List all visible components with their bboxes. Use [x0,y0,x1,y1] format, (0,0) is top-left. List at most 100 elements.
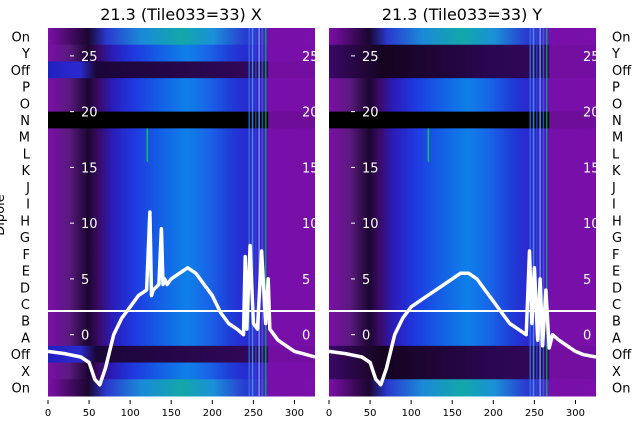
row-label-right: H [612,214,622,229]
row-label-right: I [612,198,616,213]
vertical-stripe [264,28,267,396]
heatmap-row [329,44,596,62]
overlay-tick-label-right: 5 [302,273,310,288]
overlay-tick-label: 15 [81,161,98,176]
heatmap-row [48,345,315,364]
x-tick-label: 150 [162,408,181,419]
heatmap-row [329,178,596,196]
overlay-tick-label: 10 [81,217,98,232]
vertical-stripe [251,28,254,396]
left-panel-title: 21.3 (Tile033=33) X [100,5,262,24]
row-label-left: P [22,81,30,96]
x-tick-label: 200 [203,408,222,419]
heatmap-row [329,61,596,79]
row-label-left: Off [11,348,31,363]
x-tick-label: 50 [83,408,96,419]
heatmap-row [48,379,315,397]
y-axis-label: Dipole [0,194,8,235]
overlay-tick-label: 0 [362,329,370,344]
row-label-left: O [20,97,30,112]
heatmap-row [48,178,315,196]
row-label-left: N [20,114,30,129]
row-label-left: I [26,198,30,213]
row-label-left: D [20,281,30,296]
heatmap-row [329,312,596,330]
green-stripe [146,128,149,162]
row-label-right: G [612,231,622,246]
overlay-tick-label: 5 [81,273,89,288]
row-label-left: A [21,331,30,346]
heatmap-row [329,379,596,397]
right-vertical-stripes [427,28,596,396]
overlay-tick-label: 20 [81,106,98,121]
overlay-tick-label: 25 [81,50,98,65]
row-label-left: X [21,365,30,380]
right-white-trace [328,249,597,387]
vertical-stripe [258,28,260,396]
left-x-axis: 0 50 100 150 200 250 300 [45,400,304,419]
heatmap-row [48,145,315,163]
vertical-stripe [261,28,264,396]
row-label-right: Off [612,64,632,79]
heatmap-row [48,94,315,113]
overlay-tick-label-right: 15 [583,161,600,176]
heatmap-row [329,228,596,246]
vertical-stripe [536,28,538,396]
heatmap-row [329,212,596,230]
overlay-tick-label-right: 25 [583,50,600,65]
x-tick-label: 100 [121,408,140,419]
row-label-left: M [19,131,30,146]
row-label-right: P [612,81,620,96]
heatmap-row [329,28,596,46]
row-label-right: Off [612,348,632,363]
heatmap-row [48,228,315,246]
overlay-tick-label-right: 15 [302,161,319,176]
overlay-tick-label: 10 [362,217,379,232]
left-white-trace [47,210,316,387]
x-tick-label: 150 [443,408,462,419]
x-tick-label: 250 [244,408,263,419]
right-overlay-ticks: 0 0 5 5 10 10 15 15 20 20 25 25 [351,50,600,344]
x-tick-label: 300 [566,408,585,419]
vertical-stripe [529,28,532,396]
heatmap-row [329,128,596,146]
vertical-stripe [248,28,251,396]
vertical-stripe [532,28,535,396]
row-label-right: B [612,315,621,330]
row-label-right: E [612,265,620,280]
row-label-right: J [611,181,616,196]
row-label-right: On [612,382,630,397]
overlay-tick-label-right: 20 [583,106,600,121]
row-label-right: Y [611,47,620,62]
heatmap-row [329,345,596,364]
heatmap-row [48,212,315,230]
row-label-right: D [612,281,622,296]
heatmap-row [48,78,315,96]
row-label-left: K [21,164,30,179]
overlay-tick-label-right: 10 [583,217,600,232]
row-label-left: E [22,265,30,280]
overlay-tick-label-right: 5 [583,273,591,288]
green-stripe [427,128,430,162]
overlay-tick-label-right: 10 [302,217,319,232]
heatmap-row [48,111,315,129]
overlay-tick-label-right: 0 [583,329,591,344]
row-label-right: K [612,164,621,179]
row-label-left: On [12,382,30,397]
x-tick-label: 50 [364,408,377,419]
row-label-left: G [20,231,30,246]
x-tick-label: 100 [402,408,421,419]
overlay-tick-label: 25 [362,50,379,65]
heatmap-row [48,195,315,213]
vertical-stripe [539,28,541,396]
left-heatmap-rows [48,28,315,397]
overlay-tick-label: 0 [81,329,89,344]
heatmap-row [329,362,596,380]
row-label-left: J [25,181,30,196]
x-tick-label: 200 [484,408,503,419]
heatmap-row [48,128,315,146]
heatmap-row [329,195,596,213]
row-label-right: L [612,147,620,162]
